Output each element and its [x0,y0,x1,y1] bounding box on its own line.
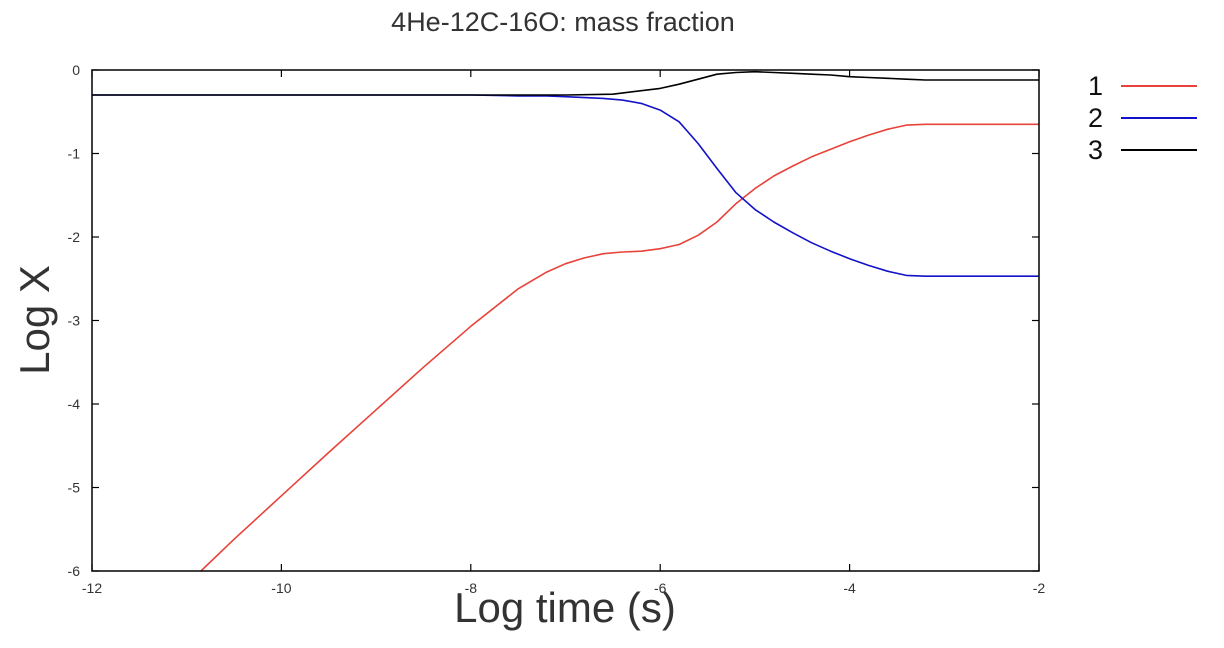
x-tick-label: -10 [271,580,291,596]
series-line-2 [92,94,1039,278]
legend: 123 [1088,71,1197,165]
series-layer [92,70,1039,572]
y-tick-label: -5 [68,480,81,496]
legend-label: 1 [1088,71,1103,101]
x-tick-label: -6 [654,580,667,596]
legend-entry-3: 3 [1088,135,1197,165]
y-tick-label: -6 [68,563,81,579]
legend-entry-2: 2 [1088,103,1197,133]
x-tick-label: -12 [82,580,102,596]
legend-label: 2 [1088,103,1103,133]
legend-entry-1: 1 [1088,71,1197,101]
x-tick-label: -2 [1033,580,1046,596]
ticks-layer: -12 -10 -8 -6 -4 -2 0 -1 -2 -3 -4 -5 -6 [68,62,1046,596]
y-axis-label: Log X [11,265,58,375]
legend-label: 3 [1088,135,1103,165]
series-line-3 [92,70,1039,96]
y-tick-label: -2 [68,229,81,245]
x-axis-label: Log time (s) [454,584,676,631]
x-tick-label: -4 [843,580,856,596]
x-tick-label: -8 [465,580,478,596]
y-tick-label: -4 [68,396,81,412]
y-tick-label: -1 [68,146,81,162]
series-line-1 [200,123,1039,572]
chart-title: 4He-12C-16O: mass fraction [391,7,735,37]
y-tick-label: -3 [68,313,81,329]
y-tick-label: 0 [72,62,80,78]
